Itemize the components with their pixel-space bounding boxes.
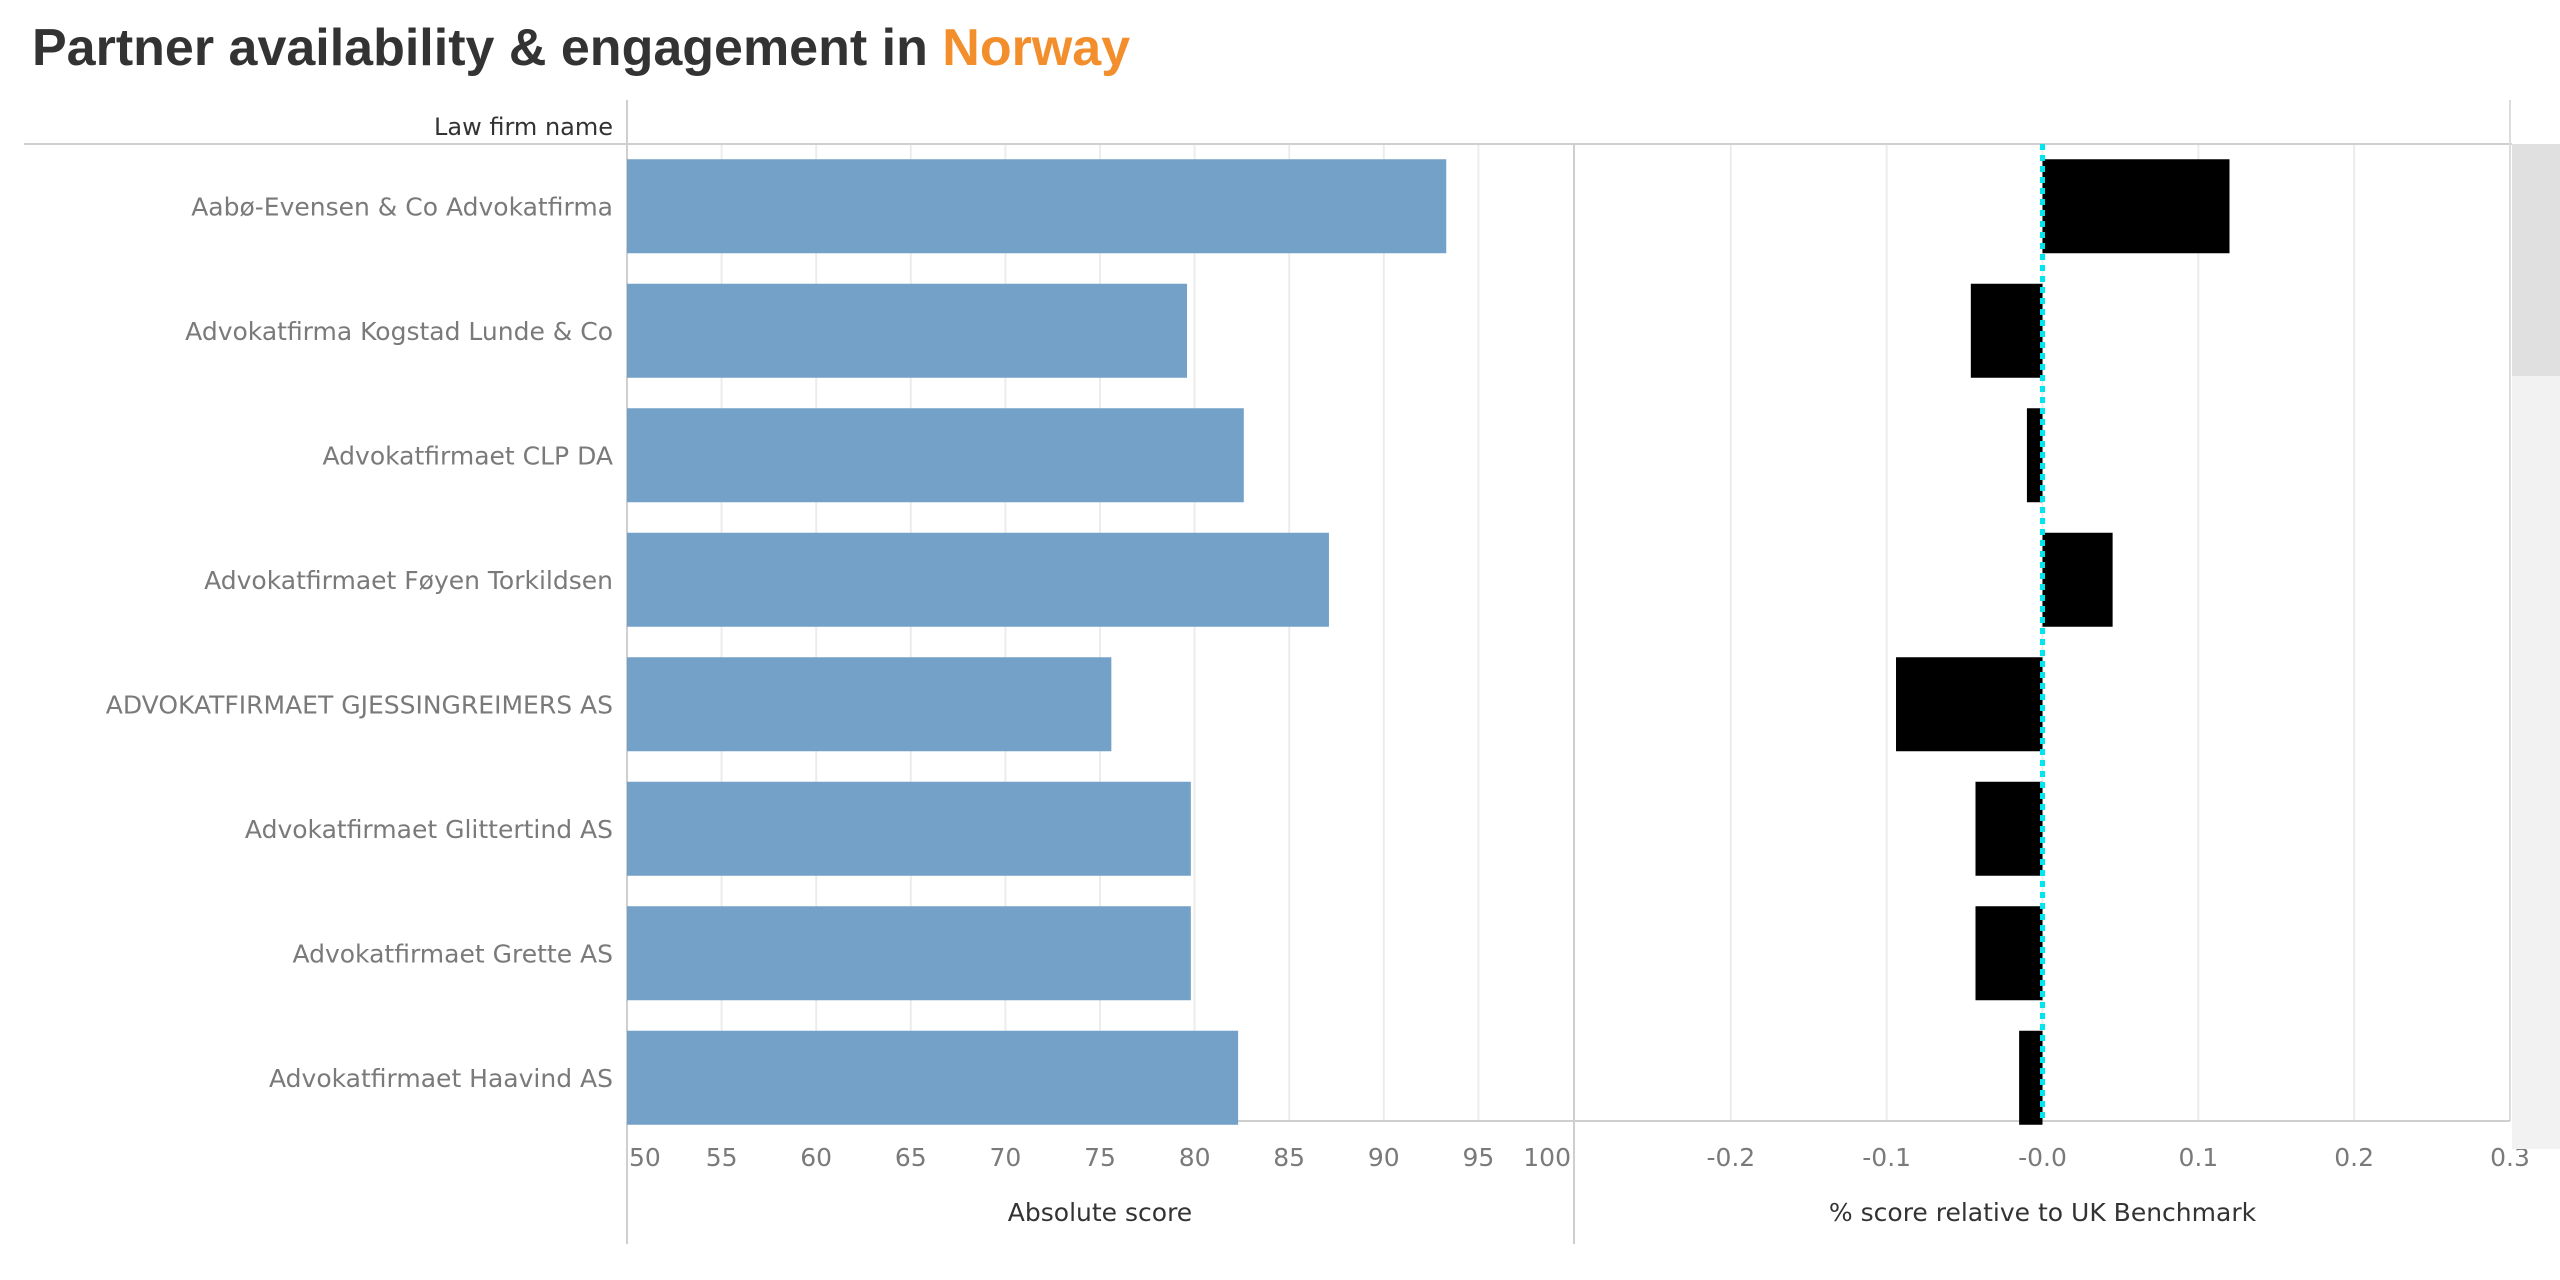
x-axis-title-relative: % score relative to UK Benchmark — [1829, 1198, 2257, 1227]
labels: Law firm name Aabø-Evensen & Co Advokatfi… — [106, 113, 2530, 1227]
title-country: Norway — [942, 19, 1131, 77]
category-label: Advokatfirmaet Føyen Torkildsen — [204, 566, 613, 595]
x-tick-label: 65 — [895, 1143, 927, 1172]
bar-relative-score — [2019, 1030, 2043, 1125]
title-prefix: Partner availability & engagement in — [32, 19, 943, 77]
x-tick-label: 80 — [1179, 1143, 1211, 1172]
category-label: Advokatfirma Kogstad Lunde & Co — [185, 317, 613, 346]
category-label: Advokatfirmaet Glittertind AS — [245, 815, 613, 844]
x-tick-label: 50 — [629, 1143, 661, 1172]
bar-relative-score — [1975, 781, 2043, 876]
bar-absolute-score — [627, 781, 1191, 876]
x-tick-label: 85 — [1273, 1143, 1305, 1172]
x-tick-label: 0.1 — [2178, 1143, 2218, 1172]
bar-relative-score — [2026, 408, 2043, 503]
category-label: Advokatfirmaet Grette AS — [292, 939, 613, 968]
bars — [627, 144, 2230, 1125]
x-tick-label: -0.1 — [1862, 1143, 1911, 1172]
x-tick-label: 55 — [706, 1143, 738, 1172]
bar-absolute-score — [627, 532, 1329, 627]
x-tick-label: 75 — [1084, 1143, 1116, 1172]
page-title: Partner availability & engagement in Nor… — [32, 18, 1130, 78]
category-label: Advokatfirmaet Haavind AS — [269, 1064, 613, 1093]
x-tick-label: 70 — [989, 1143, 1021, 1172]
vertical-scrollbar[interactable] — [2512, 144, 2560, 1149]
category-label: ADVOKATFIRMAET GJESSINGREIMERS AS — [106, 690, 613, 719]
scrollbar-thumb[interactable] — [2512, 144, 2560, 376]
x-axis-title-absolute: Absolute score — [1008, 1198, 1192, 1227]
category-label: Aabø-Evensen & Co Advokatfirma — [191, 192, 613, 221]
bar-relative-score — [1896, 657, 2043, 752]
bar-absolute-score — [627, 408, 1244, 503]
bar-absolute-score — [627, 906, 1191, 1001]
bar-relative-score — [2042, 532, 2113, 627]
x-tick-label: 100 — [1523, 1143, 1571, 1172]
bar-relative-score — [2042, 159, 2230, 254]
bar-relative-score — [1970, 283, 2043, 378]
x-tick-label: 0.2 — [2334, 1143, 2374, 1172]
x-tick-label: -0.2 — [1706, 1143, 1755, 1172]
bar-relative-score — [1975, 906, 2043, 1001]
x-tick-label: 60 — [800, 1143, 832, 1172]
category-label: Advokatfirmaet CLP DA — [323, 441, 614, 470]
x-tick-label: 95 — [1462, 1143, 1494, 1172]
x-tick-label: -0.0 — [2018, 1143, 2067, 1172]
bar-absolute-score — [627, 283, 1188, 378]
row-header-label: Law firm name — [434, 113, 613, 141]
bar-absolute-score — [627, 657, 1112, 752]
bar-absolute-score — [627, 159, 1447, 254]
bar-absolute-score — [627, 1030, 1239, 1125]
x-tick-label: 90 — [1368, 1143, 1400, 1172]
